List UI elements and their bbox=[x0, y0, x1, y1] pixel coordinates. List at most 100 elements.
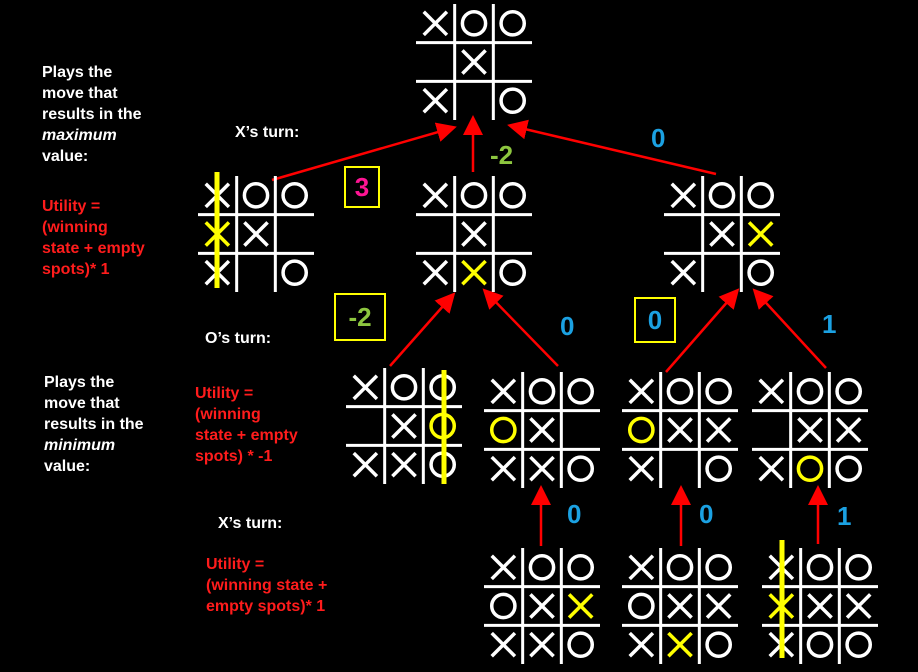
board-min_b bbox=[484, 372, 600, 488]
x-mark bbox=[758, 378, 785, 405]
board-min_d bbox=[752, 372, 868, 488]
o-mark bbox=[796, 455, 824, 483]
o-mark bbox=[460, 9, 488, 37]
value-min-a: -2 bbox=[334, 293, 386, 341]
o-mark bbox=[796, 377, 824, 405]
x-mark bbox=[705, 593, 732, 619]
x-mark bbox=[667, 593, 693, 619]
x-mark bbox=[391, 413, 417, 439]
utility-formula-max-bottom: Utility = (winning state + empty spots)*… bbox=[206, 556, 328, 615]
turn-label-o: O’s turn: bbox=[205, 330, 272, 347]
o-mark bbox=[281, 181, 309, 209]
board-leaf_b bbox=[622, 548, 738, 664]
o-mark bbox=[666, 377, 694, 405]
o-mark bbox=[242, 181, 270, 209]
x-mark bbox=[490, 554, 517, 581]
o-mark bbox=[705, 631, 733, 659]
tree-edge-arrow bbox=[271, 122, 457, 182]
x-mark bbox=[529, 455, 555, 482]
x-mark bbox=[667, 631, 693, 658]
o-mark bbox=[567, 553, 595, 581]
x-mark bbox=[628, 378, 655, 405]
o-mark bbox=[499, 87, 527, 115]
x-mark bbox=[670, 182, 697, 209]
value-max-c: 0 bbox=[651, 123, 666, 153]
utility-formula-max-top: Utility = (winning state + empty spots)*… bbox=[42, 198, 145, 278]
x-mark bbox=[461, 49, 487, 75]
utility-formula-min: Utility = (winning state + empty spots) … bbox=[195, 385, 298, 465]
o-mark bbox=[627, 592, 655, 620]
x-mark bbox=[628, 631, 655, 658]
board-root bbox=[416, 4, 532, 120]
o-mark bbox=[567, 631, 595, 659]
x-mark bbox=[807, 593, 833, 619]
x-mark bbox=[529, 417, 555, 443]
board-max_a bbox=[198, 176, 314, 292]
o-mark bbox=[567, 455, 595, 483]
x-mark bbox=[490, 378, 517, 405]
x-mark bbox=[490, 631, 517, 658]
o-mark bbox=[489, 416, 517, 444]
o-mark bbox=[747, 259, 775, 287]
board-max_b bbox=[416, 176, 532, 292]
x-mark bbox=[747, 221, 774, 247]
x-mark bbox=[835, 417, 862, 443]
o-mark bbox=[666, 553, 694, 581]
value-leaf-b: 0 bbox=[699, 499, 714, 529]
x-mark bbox=[670, 259, 697, 286]
o-mark bbox=[705, 377, 733, 405]
o-mark bbox=[705, 455, 733, 483]
x-mark bbox=[422, 182, 449, 209]
o-mark bbox=[499, 9, 527, 37]
value-min-c: 0 bbox=[634, 297, 676, 343]
x-mark bbox=[461, 259, 487, 286]
tree-edge-arrow bbox=[752, 288, 827, 369]
value-max-a: 3 bbox=[344, 166, 380, 208]
o-mark bbox=[845, 631, 873, 659]
o-mark bbox=[806, 631, 834, 659]
x-mark bbox=[529, 593, 555, 619]
minimizer-description: Plays the move that results in the minim… bbox=[44, 374, 144, 475]
o-mark bbox=[845, 553, 873, 581]
x-mark bbox=[797, 417, 823, 443]
value-leaf-a: 0 bbox=[567, 499, 582, 529]
o-mark bbox=[499, 181, 527, 209]
turn-label-x-top: X’s turn: bbox=[235, 124, 300, 141]
x-mark bbox=[352, 451, 379, 478]
x-mark bbox=[422, 10, 449, 37]
value-max-b: -2 bbox=[490, 140, 514, 170]
x-mark bbox=[758, 455, 785, 482]
x-mark bbox=[628, 455, 655, 482]
tree-edge-arrow bbox=[507, 119, 717, 176]
tree-edge-arrow bbox=[665, 288, 740, 373]
x-mark bbox=[490, 455, 517, 482]
x-mark bbox=[352, 374, 379, 401]
tree-edge-arrow bbox=[389, 292, 456, 367]
board-leaf_a bbox=[484, 548, 600, 664]
x-mark bbox=[667, 417, 693, 443]
board-leaf_c bbox=[762, 548, 878, 664]
o-mark bbox=[705, 553, 733, 581]
tree-edge-arrow bbox=[482, 288, 559, 367]
x-mark bbox=[422, 259, 449, 286]
o-mark bbox=[567, 377, 595, 405]
value-min-d: 1 bbox=[822, 309, 837, 339]
x-mark bbox=[391, 451, 417, 478]
x-mark bbox=[461, 221, 487, 247]
x-mark bbox=[422, 87, 449, 114]
o-mark bbox=[390, 373, 418, 401]
board-max_c bbox=[664, 176, 780, 292]
o-mark bbox=[281, 259, 309, 287]
value-min-b: 0 bbox=[560, 311, 575, 341]
o-mark bbox=[835, 377, 863, 405]
o-mark bbox=[835, 455, 863, 483]
value-leaf-c: 1 bbox=[837, 501, 852, 531]
x-mark bbox=[628, 554, 655, 581]
o-mark bbox=[747, 181, 775, 209]
o-mark bbox=[806, 553, 834, 581]
o-mark bbox=[528, 553, 556, 581]
o-mark bbox=[499, 259, 527, 287]
board-min_c bbox=[622, 372, 738, 488]
x-mark bbox=[845, 593, 872, 619]
